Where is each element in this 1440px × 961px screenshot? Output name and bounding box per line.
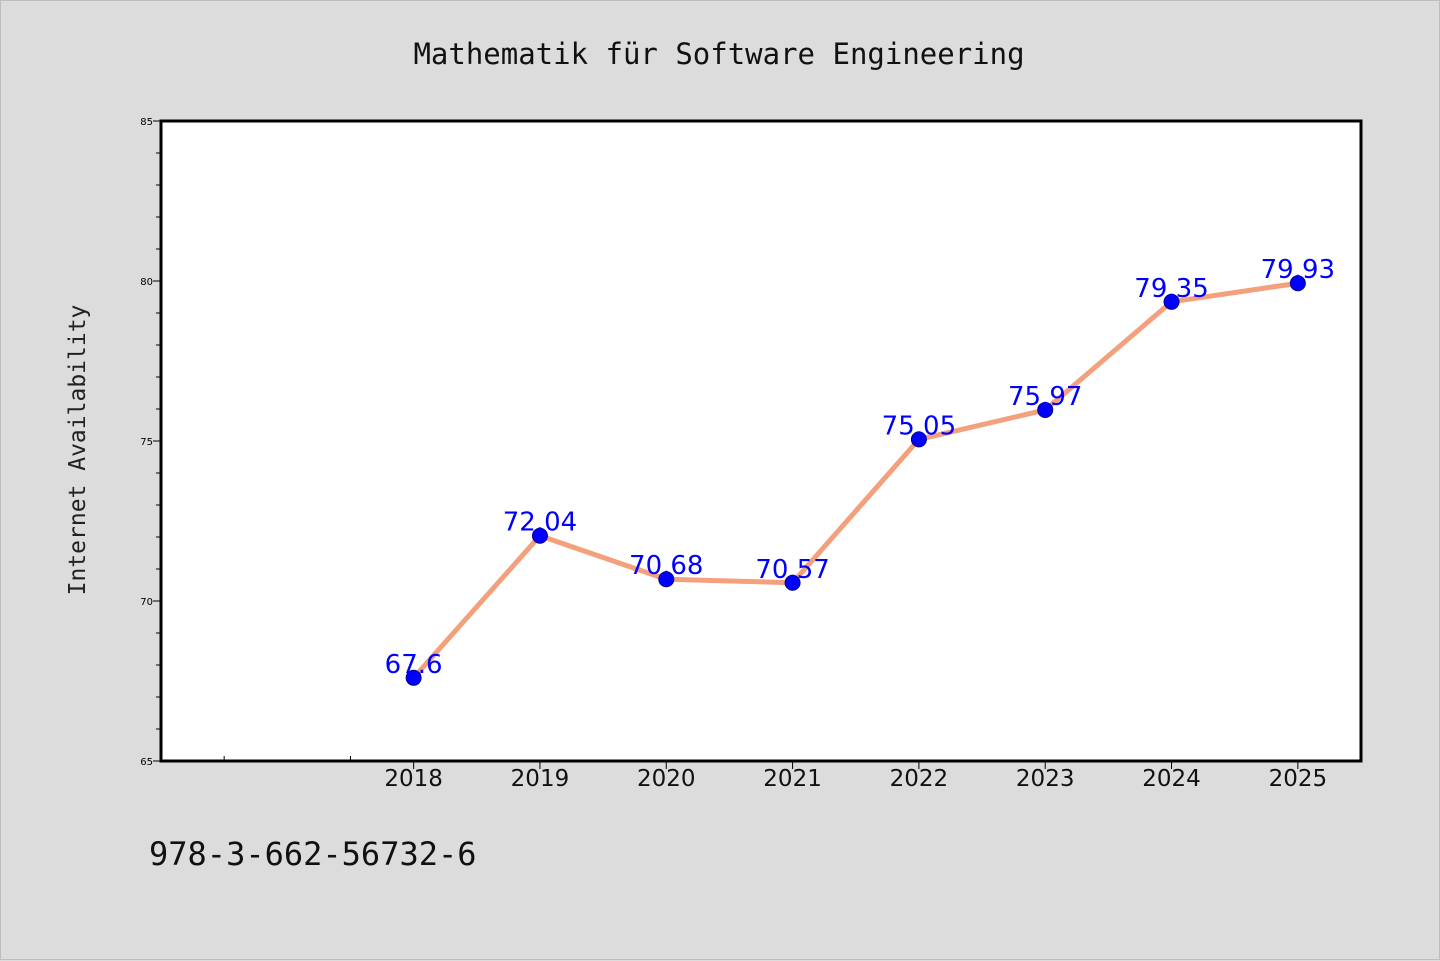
y-axis-label: Internet Availability [65, 305, 91, 596]
x-tick-label: 2019 [511, 766, 570, 792]
y-tick-label: 80 [140, 277, 153, 288]
y-axis-ticks: 65 70 75 80 85 [140, 117, 161, 768]
x-minor-ticks [223, 756, 351, 761]
data-label: 70.57 [755, 555, 829, 585]
y-tick-label: 70 [140, 597, 153, 608]
x-tick-label: 2023 [1016, 766, 1075, 792]
data-label: 70.68 [629, 551, 703, 581]
data-label: 67.6 [385, 650, 443, 680]
data-label: 79.35 [1134, 274, 1208, 304]
x-axis-ticks: 2018 2019 2020 2021 2022 2023 2024 2025 [384, 761, 1327, 792]
data-point [531, 527, 548, 544]
data-point [405, 669, 422, 686]
x-tick-label: 2022 [890, 766, 949, 792]
isbn-text: 978-3-662-56732-6 [149, 835, 477, 873]
data-point [1163, 293, 1180, 310]
data-points [405, 275, 1306, 686]
x-tick-label: 2024 [1142, 766, 1201, 792]
x-tick-label: 2021 [763, 766, 822, 792]
data-point [1289, 275, 1306, 292]
y-tick-label: 85 [140, 117, 153, 128]
data-point [1037, 401, 1054, 418]
series-line [411, 280, 1301, 681]
x-tick-label: 2018 [384, 766, 443, 792]
chart-title: Mathematik für Software Engineering [413, 37, 1024, 71]
data-label: 72.04 [503, 508, 577, 538]
data-label: 75.97 [1008, 382, 1082, 412]
data-point [910, 431, 927, 448]
data-labels: 67.6 72.04 70.68 70.57 75.05 75.97 79.35 79.93 [385, 255, 1335, 680]
data-point [658, 571, 675, 588]
x-tick-label: 2020 [637, 766, 696, 792]
x-tick-label: 2025 [1269, 766, 1328, 792]
data-label: 79.93 [1261, 255, 1335, 285]
y-tick-label: 65 [140, 757, 153, 768]
data-point [784, 574, 801, 591]
y-tick-label: 75 [140, 437, 153, 448]
plot-area [159, 119, 1363, 763]
data-label: 75.05 [882, 411, 956, 441]
